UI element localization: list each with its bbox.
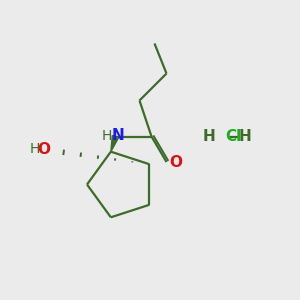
Text: N: N [112, 128, 124, 143]
Text: H: H [102, 129, 112, 143]
Text: H: H [203, 129, 216, 144]
Polygon shape [111, 136, 119, 152]
Text: H: H [30, 142, 40, 156]
Text: O: O [38, 142, 51, 157]
Text: Cl: Cl [225, 129, 241, 144]
Text: O: O [169, 155, 182, 170]
Text: H: H [238, 129, 251, 144]
